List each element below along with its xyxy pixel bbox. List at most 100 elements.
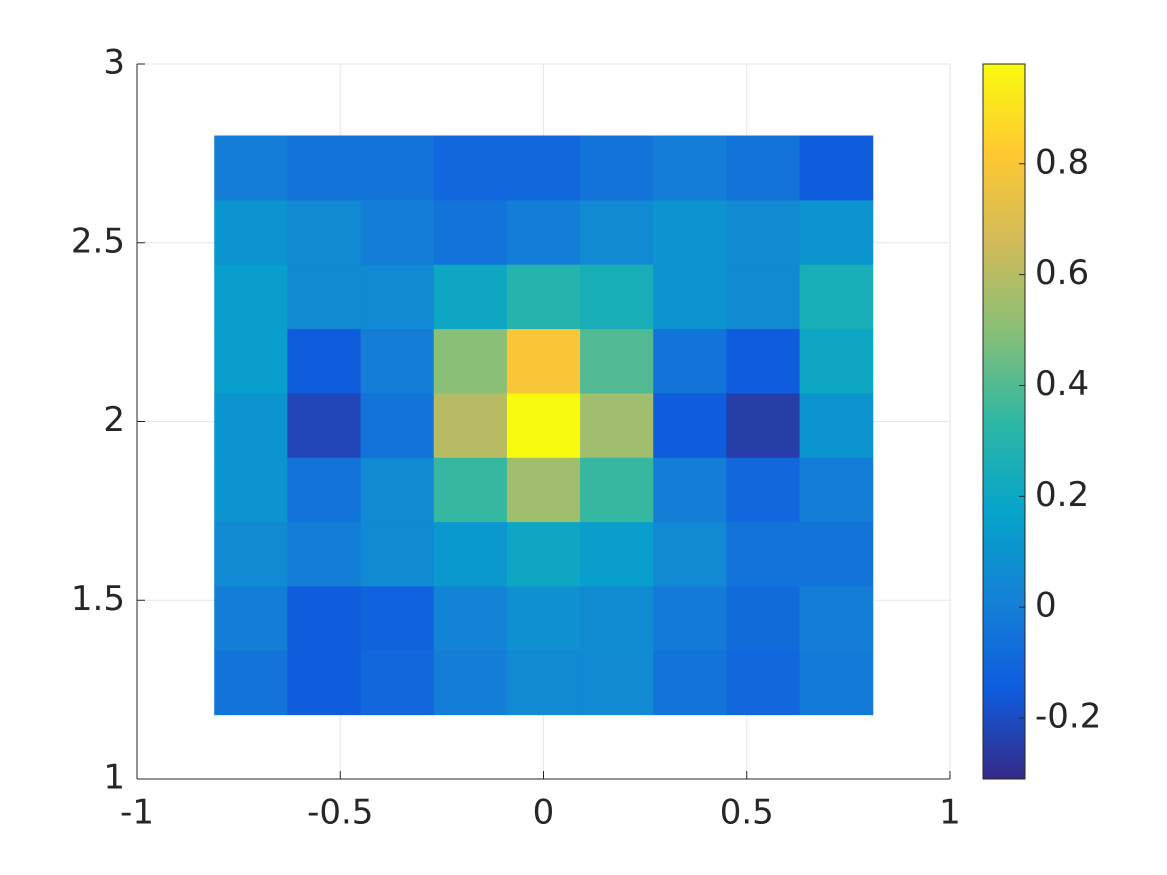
colorbar-tick-label: 0.8	[1035, 142, 1089, 182]
heatmap-cell	[433, 650, 508, 716]
heatmap-cell	[360, 328, 435, 394]
heatmap-cell	[433, 521, 508, 587]
heatmap-cell	[433, 457, 508, 523]
heatmap-cell	[360, 264, 435, 330]
y-tick-label: 2.5	[71, 221, 125, 261]
heatmap-cell	[799, 585, 874, 651]
heatmap-cell	[287, 328, 362, 394]
heatmap-cell	[287, 392, 362, 458]
heatmap-cell	[799, 521, 874, 587]
heatmap-cell	[506, 650, 581, 716]
heatmap-cell	[580, 199, 654, 265]
heatmap-cell	[653, 135, 727, 201]
heatmap-cell	[214, 585, 288, 651]
heatmap-cell	[214, 328, 288, 394]
heatmap-cell	[360, 650, 435, 716]
y-tick-label: 1.5	[71, 579, 125, 619]
heatmap-cell	[653, 457, 727, 523]
heatmap-cell	[580, 457, 654, 523]
x-tick-label: -1	[120, 793, 154, 833]
heatmap-cell	[287, 650, 362, 716]
heatmap-cell	[506, 264, 581, 330]
heatmap-cell	[360, 135, 435, 201]
x-tick-label: 1	[939, 793, 961, 833]
x-tick-label: 0	[533, 793, 555, 833]
x-tick-label: 0.5	[720, 793, 774, 833]
heatmap-cell	[360, 199, 435, 265]
heatmap-cell	[580, 650, 654, 716]
heatmap-cell	[287, 585, 362, 651]
heatmap-cell	[726, 392, 801, 458]
heatmap-cell	[506, 457, 581, 523]
heatmap-cell	[580, 328, 654, 394]
heatmap-cell	[287, 521, 362, 587]
heatmap-cell	[506, 199, 581, 265]
heatmap-cell	[214, 199, 288, 265]
heatmap-cell	[726, 521, 801, 587]
heatmap-cell	[726, 135, 801, 201]
heatmap-cell	[433, 199, 508, 265]
heatmap-cell	[360, 457, 435, 523]
colorbar	[982, 63, 1026, 780]
heatmap-cell	[214, 650, 288, 716]
y-tick-label: 2	[103, 400, 125, 440]
heatmap-cell	[433, 328, 508, 394]
y-tick-label: 3	[103, 43, 125, 83]
colorbar-tick-label: 0.6	[1035, 253, 1089, 293]
colorbar-tick-label: -0.2	[1035, 697, 1101, 737]
heatmap-cell	[580, 585, 654, 651]
heatmap-cell	[506, 521, 581, 587]
heatmap-cell	[799, 650, 874, 716]
x-tick-label: -0.5	[307, 793, 373, 833]
heatmap-cell	[360, 392, 435, 458]
heatmap-cell	[506, 135, 581, 201]
colorbar-tick-label: 0	[1035, 586, 1057, 626]
heatmap-cell	[799, 199, 874, 265]
heatmap-cell	[653, 328, 727, 394]
heatmap-cell	[433, 264, 508, 330]
heatmap-cell	[726, 264, 801, 330]
heatmap-cell	[287, 199, 362, 265]
heatmap-cell	[653, 264, 727, 330]
heatmap-cell	[287, 457, 362, 523]
heatmap-cell	[653, 650, 727, 716]
heatmap-cell	[799, 457, 874, 523]
heatmap-cell	[726, 457, 801, 523]
heatmap-cell	[799, 392, 874, 458]
heatmap	[214, 135, 874, 716]
heatmap-cell	[726, 585, 801, 651]
heatmap-cell	[360, 585, 435, 651]
heatmap-cell	[287, 264, 362, 330]
heatmap-cell	[726, 328, 801, 394]
heatmap-cell	[653, 585, 727, 651]
heatmap-cell	[360, 521, 435, 587]
heatmap-cell	[653, 521, 727, 587]
axes: -1 -0.5 0 0.5 1 1 1.5 2 2.5 3	[71, 43, 961, 833]
colorbar-tick-label: 0.2	[1035, 475, 1089, 515]
heatmap-cell	[214, 264, 288, 330]
heatmap-cell	[653, 392, 727, 458]
heatmap-cell	[506, 392, 581, 458]
heatmap-cell	[214, 135, 288, 201]
heatmap-cell	[214, 457, 288, 523]
heatmap-cell	[580, 264, 654, 330]
heatmap-cell	[433, 392, 508, 458]
heatmap-cell	[506, 585, 581, 651]
heatmap-cell	[433, 135, 508, 201]
y-tick-label: 1	[103, 758, 125, 798]
heatmap-cell	[214, 392, 288, 458]
heatmap-cell	[214, 521, 288, 587]
colorbar-tick-label: 0.4	[1035, 364, 1089, 404]
heatmap-cell	[726, 199, 801, 265]
heatmap-cell	[506, 328, 581, 394]
heatmap-cell	[433, 585, 508, 651]
heatmap-cell	[726, 650, 801, 716]
heatmap-cell	[799, 264, 874, 330]
heatmap-cell	[580, 392, 654, 458]
heatmap-cell	[580, 135, 654, 201]
heatmap-cell	[287, 135, 362, 201]
heatmap-cell	[799, 135, 874, 201]
heatmap-cell	[580, 521, 654, 587]
heatmap-cell	[799, 328, 874, 394]
